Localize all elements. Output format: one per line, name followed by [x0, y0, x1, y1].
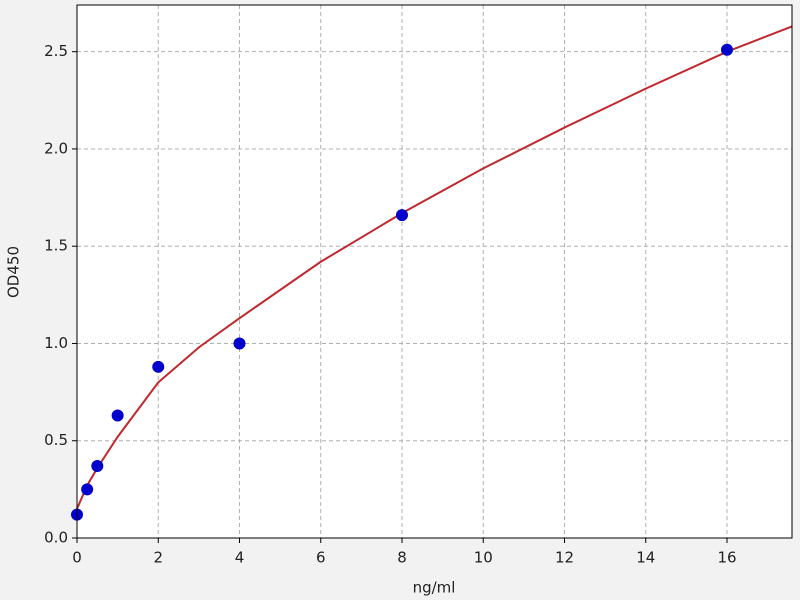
- plot-area: [77, 5, 792, 538]
- y-axis-label: OD450: [5, 246, 23, 298]
- x-tick-label: 16: [717, 549, 736, 567]
- x-tick-label: 6: [316, 549, 326, 567]
- x-tick-label: 0: [72, 549, 82, 567]
- x-tick-label: 4: [235, 549, 245, 567]
- y-tick-label: 1.0: [44, 334, 68, 352]
- data-point: [721, 43, 733, 56]
- ticks: 0 2 4 6 8 10 12 14 16 0.0 0.5 1.0 1.5 2.0 2.5: [44, 42, 736, 566]
- marks: [71, 25, 793, 521]
- x-tick-label: 10: [474, 549, 493, 567]
- data-point: [81, 483, 94, 496]
- y-tick-label: 0.5: [44, 431, 68, 449]
- data-point: [396, 209, 408, 222]
- plot-frame: [76, 4, 793, 539]
- x-tick-label: 14: [636, 549, 655, 567]
- y-tick-label: 2.0: [44, 139, 68, 157]
- y-tick-label: 1.5: [44, 237, 68, 255]
- data-point: [111, 409, 124, 422]
- y-tick-label: 2.5: [44, 42, 68, 60]
- grid: [76, 5, 792, 539]
- y-tick-label: 0.0: [44, 529, 68, 547]
- data-point: [233, 337, 246, 350]
- data-point: [91, 460, 104, 473]
- x-axis-label: ng/ml: [413, 579, 456, 597]
- x-tick-label: 8: [397, 549, 407, 567]
- x-tick-label: 12: [555, 549, 574, 567]
- data-point: [152, 360, 165, 373]
- x-tick-label: 2: [153, 549, 163, 567]
